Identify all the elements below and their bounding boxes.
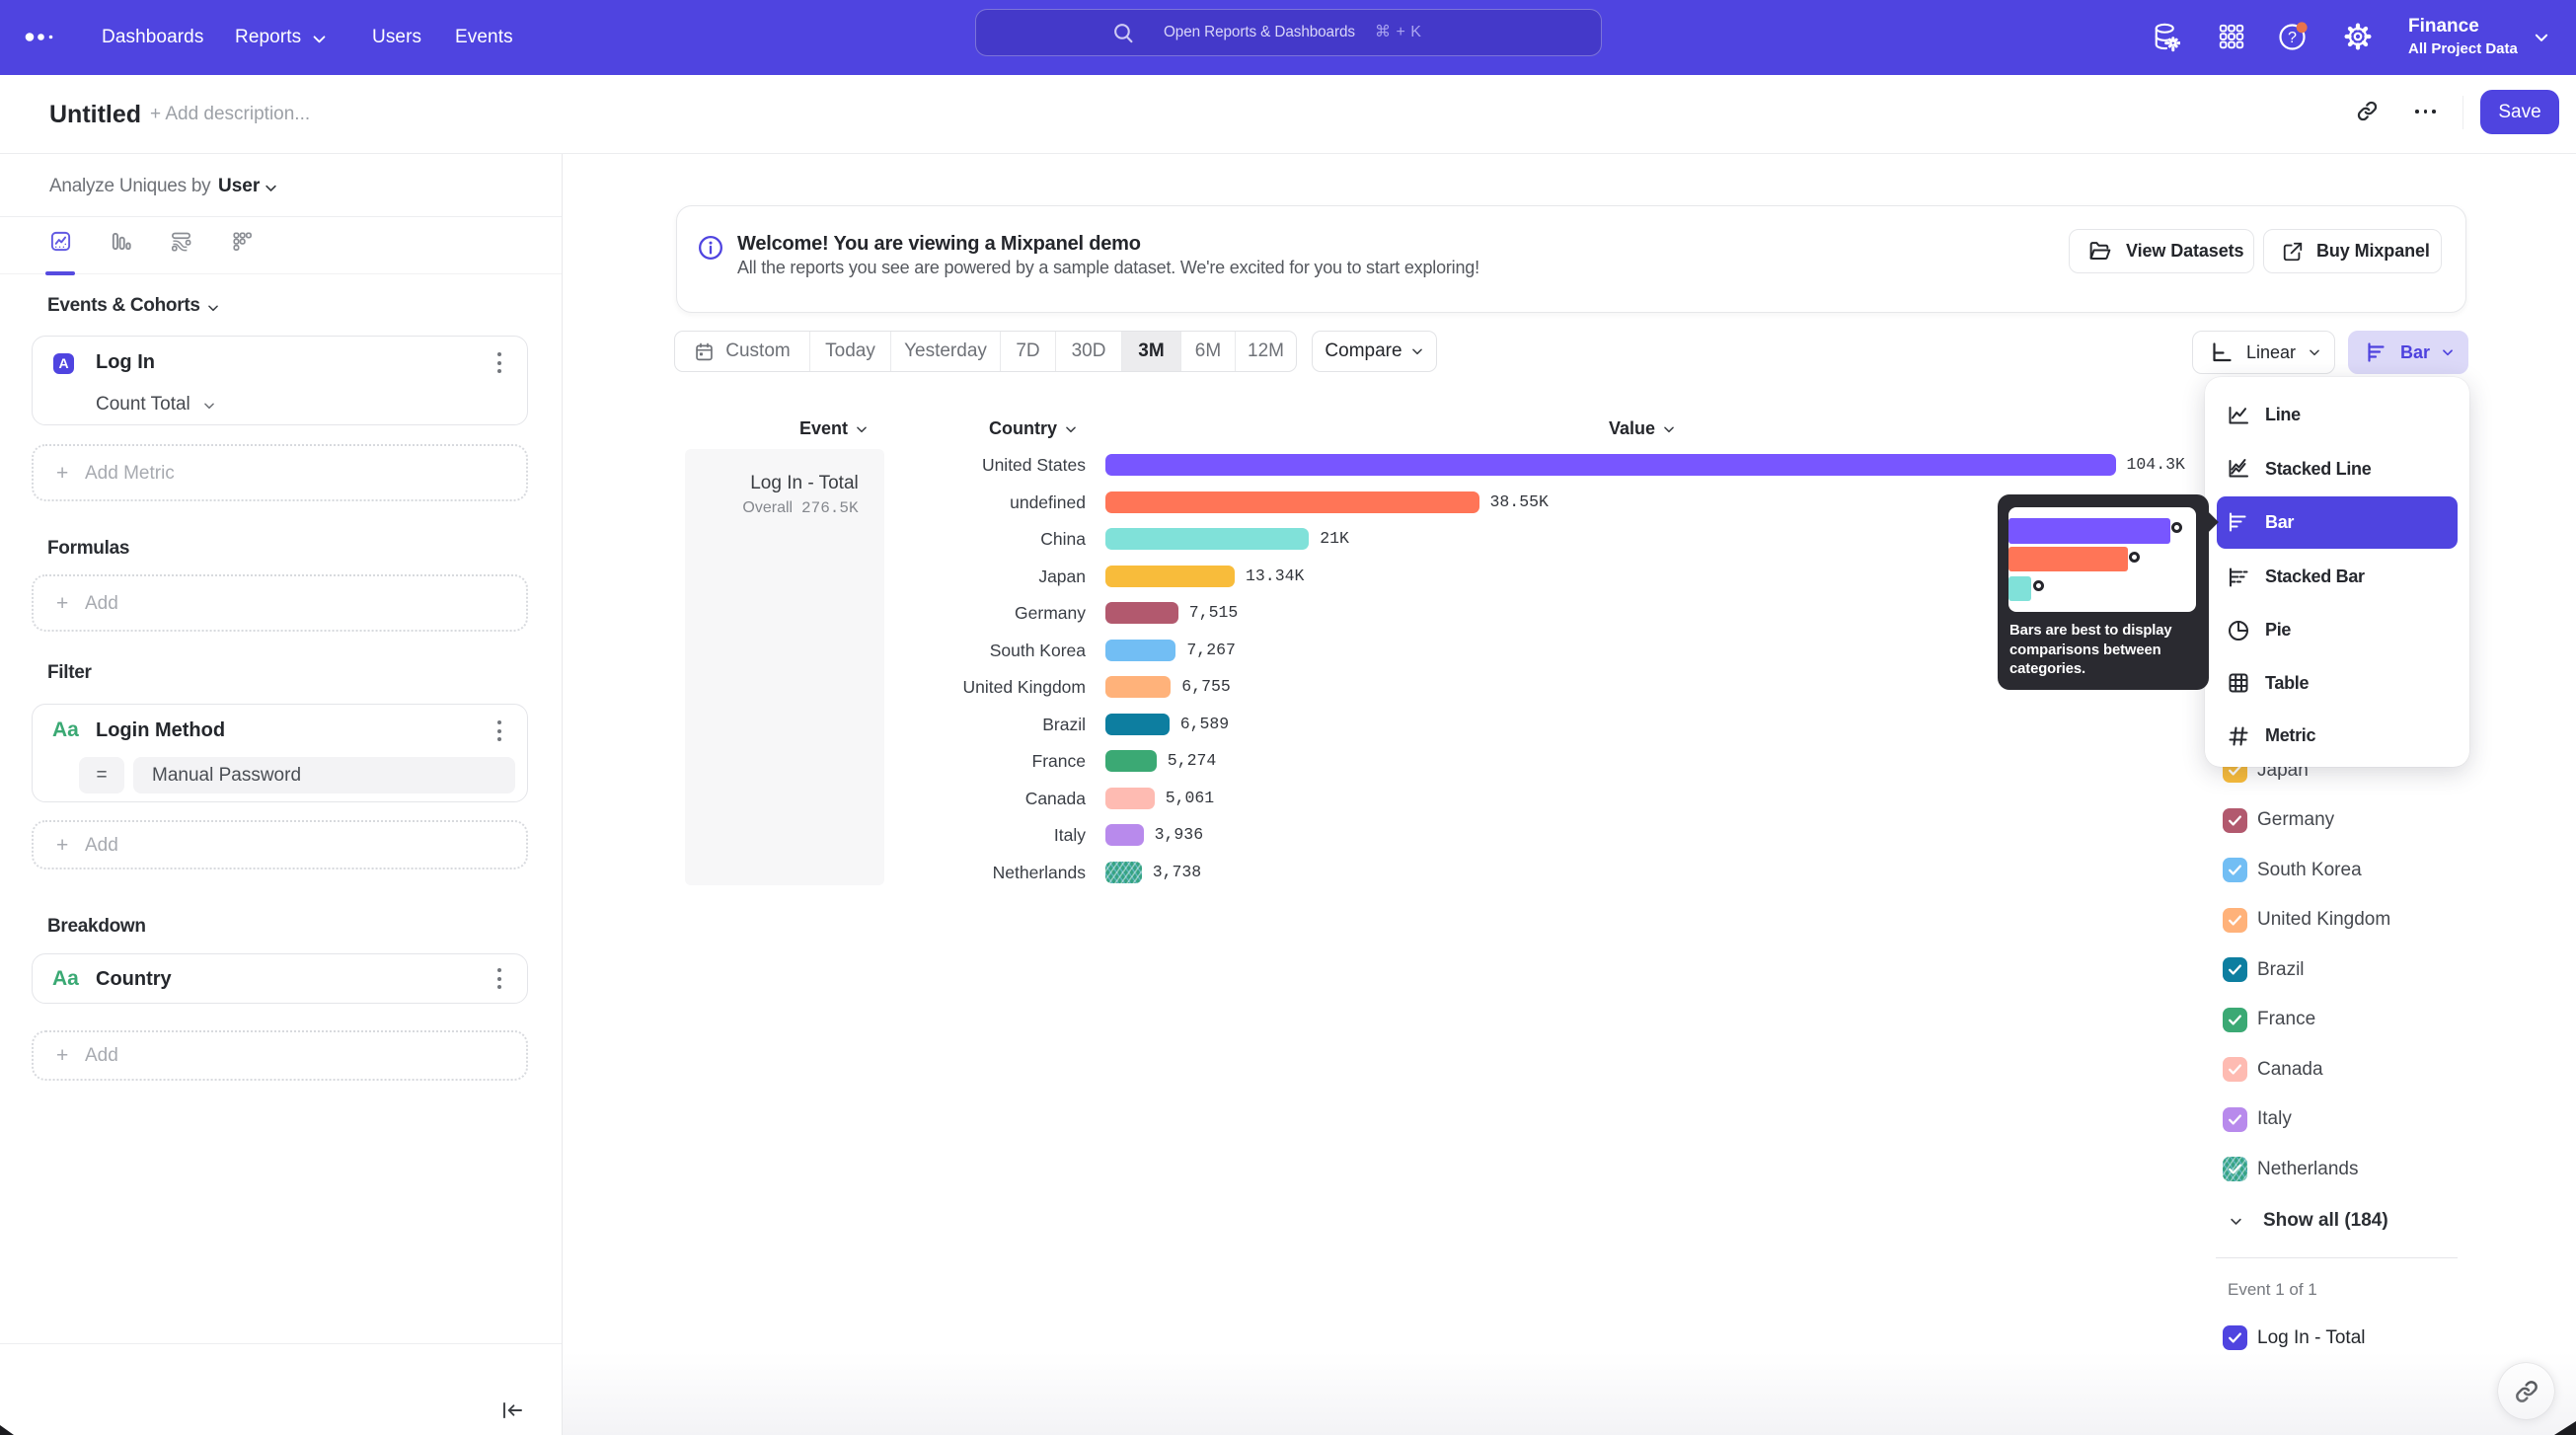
svg-text:?: ? <box>2288 29 2297 46</box>
